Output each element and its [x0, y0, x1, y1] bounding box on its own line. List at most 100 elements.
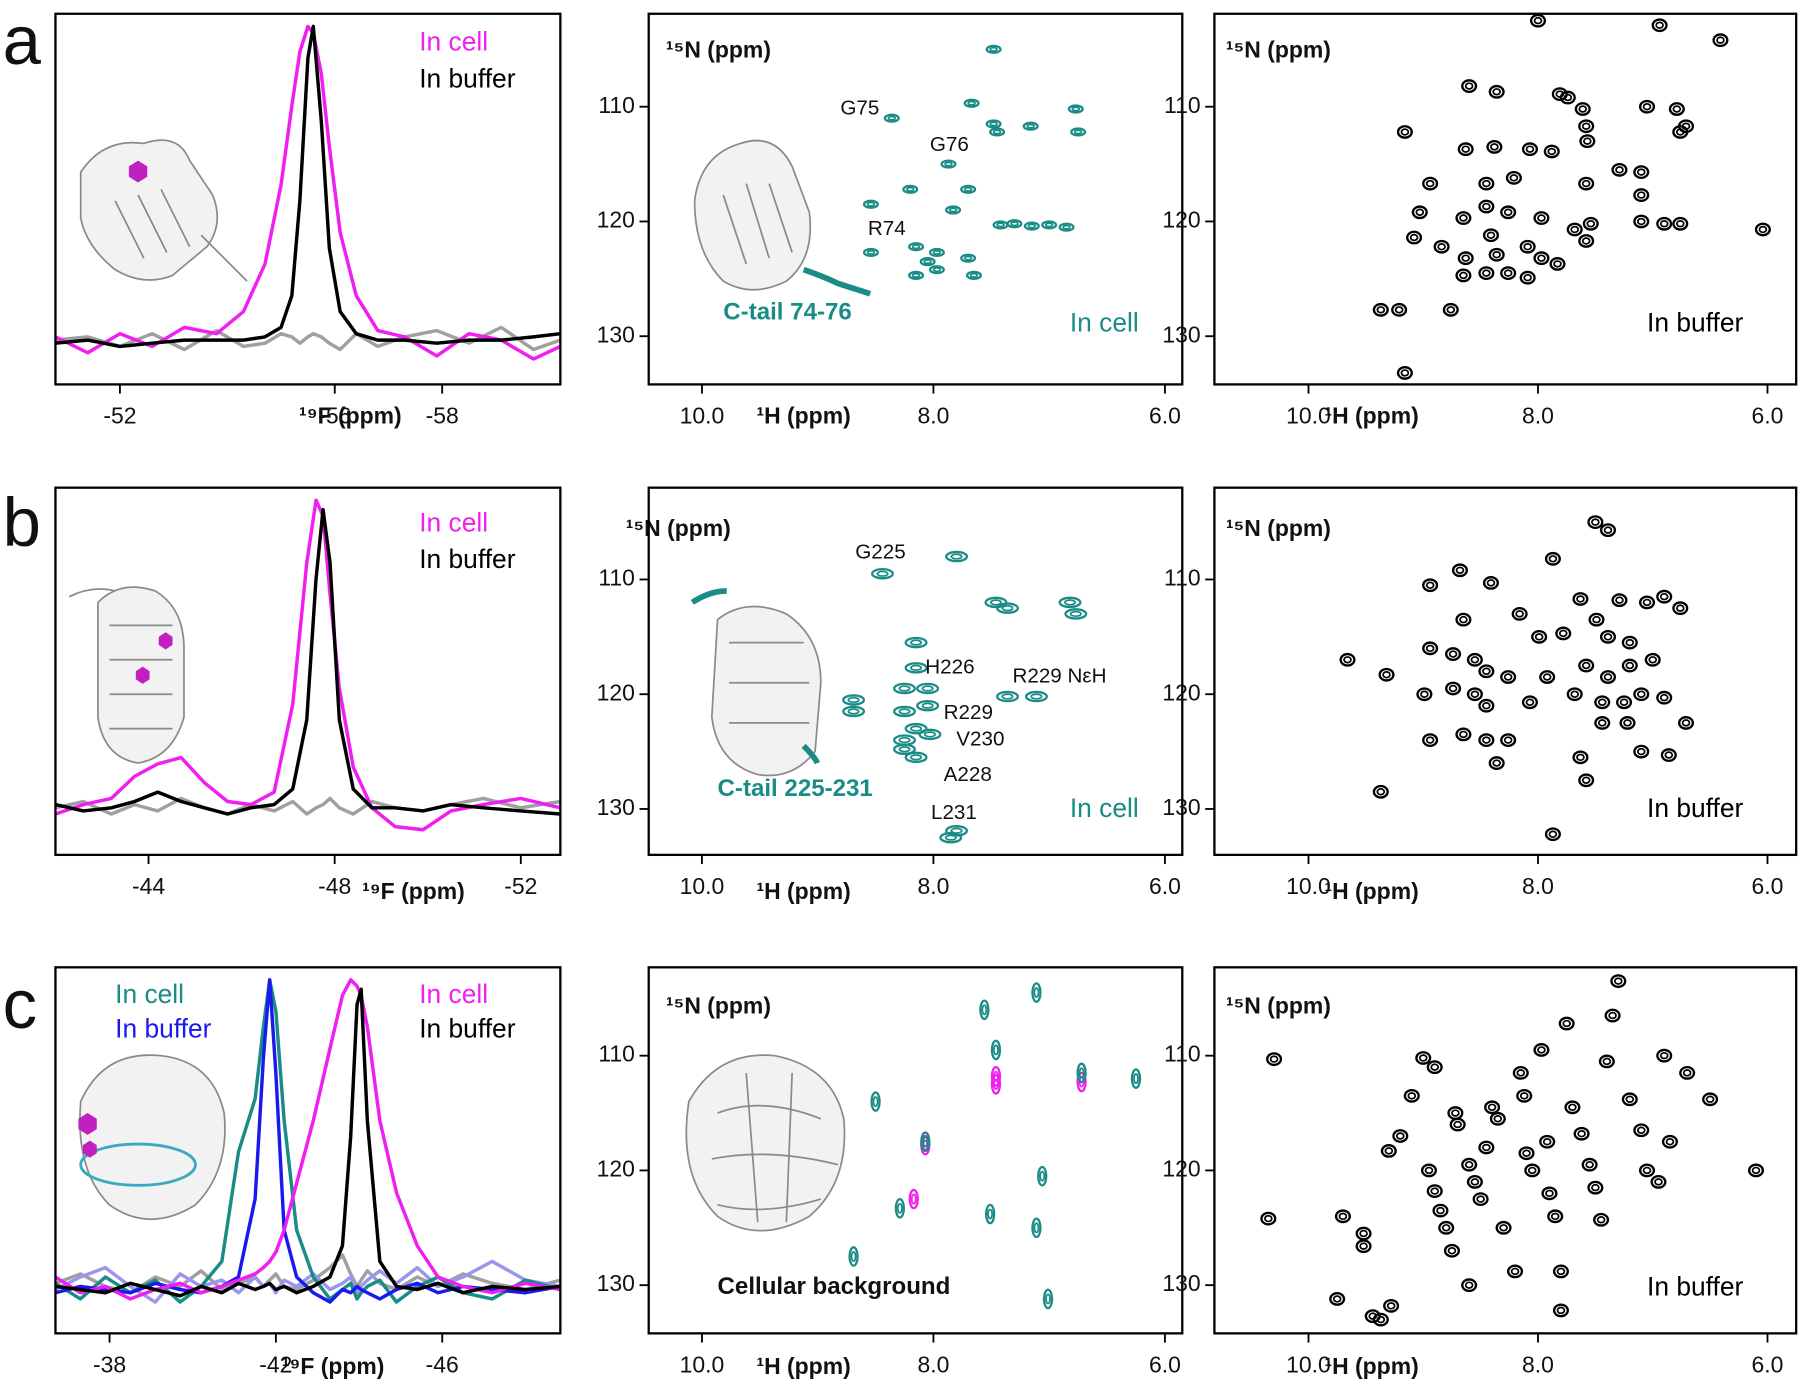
peak-contour	[1391, 302, 1408, 317]
peak-contour	[1564, 1100, 1581, 1115]
peak-contour	[1466, 652, 1483, 667]
peak-contour	[1033, 987, 1040, 999]
peak-contour	[1625, 638, 1635, 647]
peak-contour	[1329, 1292, 1346, 1306]
peak-contour	[1636, 747, 1646, 756]
peak-contour	[1426, 1184, 1443, 1198]
peak-contour	[1611, 593, 1628, 608]
peak-contour	[1603, 526, 1613, 534]
legend-entry: In buffer	[115, 1013, 212, 1043]
spectrum-line	[54, 1259, 561, 1304]
peak-contour	[1566, 222, 1583, 237]
peak-contour	[1486, 139, 1503, 154]
peak-contour	[1659, 220, 1669, 228]
peak-contour	[1566, 687, 1583, 702]
peak-contour	[1614, 977, 1623, 985]
peak-contour	[1625, 1095, 1635, 1104]
peak-contour	[1621, 635, 1638, 650]
peak-contour	[1133, 1073, 1139, 1085]
peak-contour	[1659, 1051, 1669, 1060]
peak-contour	[1432, 1203, 1449, 1218]
peak-contour	[1425, 736, 1435, 744]
peak-contour	[1574, 102, 1591, 116]
peak-contour	[1672, 125, 1689, 139]
peak-contour	[1451, 1109, 1460, 1117]
peak-contour	[1570, 690, 1580, 698]
peak-contour	[1651, 18, 1668, 33]
peak-contour	[1633, 188, 1650, 202]
peak-contour	[945, 550, 969, 563]
peak-contour	[1548, 830, 1558, 838]
x-tick-label: -56	[318, 403, 351, 429]
peak-contour	[989, 599, 1002, 606]
peak-contour	[1470, 690, 1480, 698]
peak-contour	[1553, 260, 1562, 268]
peak-contour	[1636, 690, 1646, 698]
peak-contour	[1378, 667, 1395, 682]
peak-contour	[902, 184, 919, 194]
peak-contour	[1587, 515, 1604, 529]
annotation: A228	[944, 763, 992, 786]
peak-contour	[911, 272, 921, 278]
y-tick-label: 110	[598, 92, 635, 118]
peak-contour	[1400, 369, 1410, 377]
peak-contour	[1042, 1288, 1054, 1310]
peak-contour	[1500, 205, 1517, 220]
annotation: C-tail 74-76	[723, 299, 851, 326]
peak-contour	[1455, 211, 1472, 225]
y-axis-label: ¹⁵N (ppm)	[666, 993, 771, 1019]
peak-contour	[1425, 581, 1435, 589]
legend-entry: In cell	[115, 979, 184, 1009]
peak-contour	[904, 722, 928, 735]
peak-contour	[1445, 647, 1462, 661]
peak-contour	[1403, 1088, 1420, 1103]
legend-entry: In buffer	[419, 1013, 516, 1043]
peak-contour	[990, 1066, 1002, 1087]
peak-contour	[1633, 165, 1650, 180]
peak-contour	[963, 98, 980, 108]
x-tick-label: -46	[426, 1352, 459, 1378]
peak-contour	[1507, 1264, 1524, 1279]
peak-contour	[1597, 719, 1607, 727]
peak-contour	[1511, 607, 1528, 621]
annotation: Cellular background	[718, 1273, 951, 1300]
peak-contour	[1476, 1195, 1485, 1203]
peak-contour	[1433, 239, 1450, 254]
peak-contour	[1552, 1264, 1569, 1279]
plot-frame	[54, 486, 562, 857]
peak-contour	[1544, 827, 1561, 842]
peak-contour	[1384, 1147, 1394, 1155]
peak-contour	[985, 44, 1002, 54]
peak-contour	[1438, 1220, 1455, 1235]
plot-frame	[54, 12, 562, 386]
peak-contour	[1682, 1069, 1692, 1077]
x-axis-label: ¹H (ppm)	[756, 1353, 850, 1379]
peak-contour	[1492, 251, 1501, 259]
peak-contour	[1062, 224, 1071, 230]
peak-contour	[1594, 695, 1611, 710]
y-axis-label: ¹⁵N (ppm)	[666, 37, 771, 63]
peak-contour	[1334, 1209, 1351, 1224]
peak-contour	[1644, 652, 1661, 667]
peak-contour	[1547, 147, 1557, 156]
peak-contour	[1339, 652, 1356, 667]
peak-contour	[1599, 670, 1617, 684]
x-tick-label: 6.0	[1752, 1352, 1784, 1378]
peak-contour	[848, 1246, 859, 1267]
protein-cartoon	[693, 139, 872, 297]
peak-contour	[1636, 168, 1646, 176]
peak-contour	[1642, 102, 1652, 111]
peak-contour	[1422, 733, 1439, 748]
peak-contour	[1519, 239, 1536, 254]
peak-contour	[1459, 615, 1468, 624]
peak-contour	[920, 1131, 931, 1153]
peak-contour	[1499, 1224, 1508, 1232]
peak-contour	[1406, 230, 1423, 245]
y-tick-label: 110	[1164, 565, 1201, 591]
peak-contour	[1472, 1192, 1489, 1206]
panel-letter: b	[3, 484, 41, 561]
peak-contour	[1415, 1051, 1432, 1065]
y-tick-label: 130	[597, 794, 635, 820]
peak-contour	[1482, 269, 1491, 277]
